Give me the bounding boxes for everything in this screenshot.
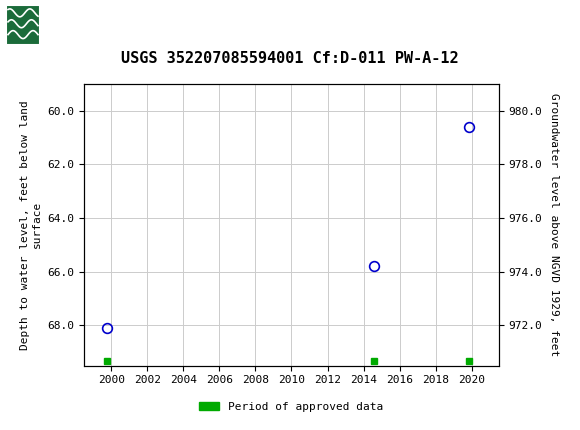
Y-axis label: Groundwater level above NGVD 1929, feet: Groundwater level above NGVD 1929, feet	[549, 93, 559, 356]
Text: USGS 352207085594001 Cf:D-011 PW-A-12: USGS 352207085594001 Cf:D-011 PW-A-12	[121, 51, 459, 65]
Legend: Period of approved data: Period of approved data	[195, 397, 388, 416]
Text: USGS: USGS	[46, 11, 131, 39]
Y-axis label: Depth to water level, feet below land
surface: Depth to water level, feet below land su…	[20, 100, 42, 350]
Bar	[6, 5, 40, 45]
